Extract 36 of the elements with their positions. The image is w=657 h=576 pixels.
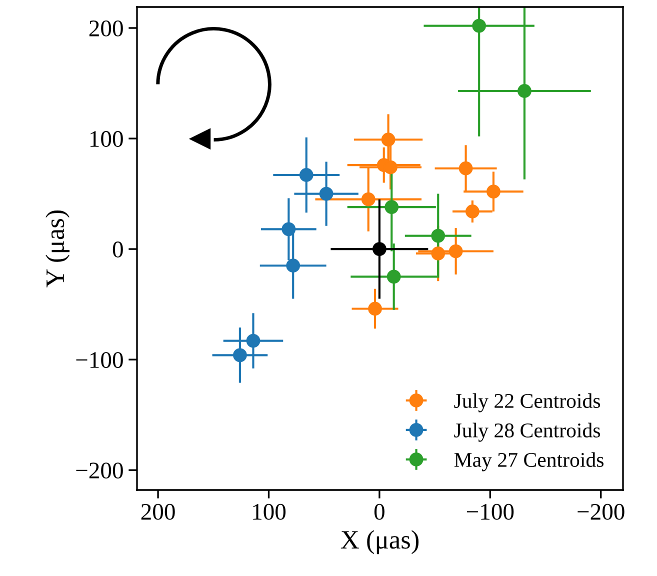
point [381, 132, 396, 147]
x-tick-label: 200 [141, 504, 175, 520]
y-tick-label: −100 [76, 352, 123, 368]
point [319, 186, 334, 201]
legend-label: July 22 Centroids [454, 393, 600, 412]
point [246, 334, 260, 348]
point [486, 184, 500, 199]
point [368, 302, 382, 316]
y-tick-label: 100 [90, 131, 123, 147]
point [384, 160, 398, 174]
point [448, 244, 463, 258]
point [286, 258, 300, 273]
legend-label: May 27 Centroids [454, 452, 604, 472]
point [431, 246, 446, 260]
point [465, 204, 480, 218]
point [384, 200, 399, 214]
y-axis-title: Y (μas) [46, 210, 70, 288]
x-tick-label: 0 [374, 504, 384, 520]
point [282, 222, 296, 236]
x-tick-label: 100 [253, 504, 286, 520]
point [518, 84, 532, 98]
y-tick-label: 0 [112, 242, 123, 258]
x-tick-label: −100 [466, 504, 514, 520]
point [299, 168, 314, 182]
point [386, 270, 401, 284]
y-tick-label: −200 [76, 462, 123, 479]
point [372, 242, 386, 256]
y-tick-label: 200 [89, 20, 123, 36]
point [472, 18, 486, 33]
point [361, 192, 376, 206]
point [233, 348, 247, 362]
x-tick-label: −200 [578, 504, 624, 520]
legend-label: July 28 Centroids [454, 422, 600, 442]
x-axis-title: X (μas) [340, 530, 419, 554]
point [458, 161, 473, 176]
point [431, 228, 446, 243]
